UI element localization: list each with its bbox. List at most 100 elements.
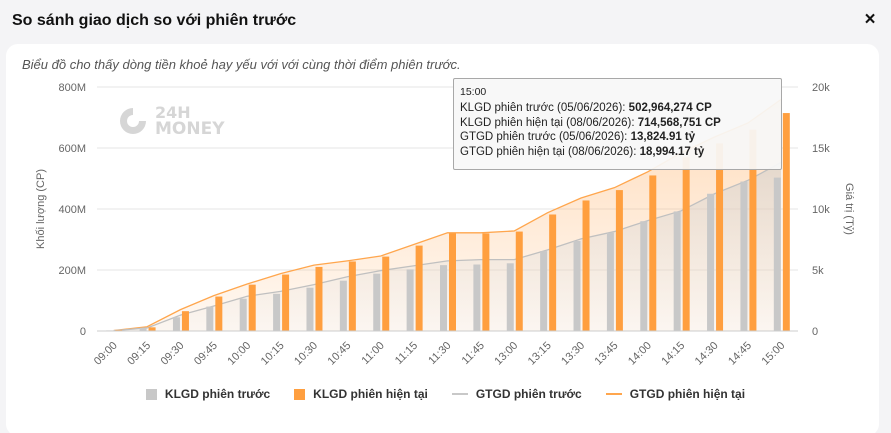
bar-curr-volume — [482, 233, 490, 331]
bar-prev-volume — [673, 211, 681, 331]
bar-prev-volume — [206, 306, 214, 331]
bar-prev-volume — [306, 287, 314, 331]
legend-item-prev-volume[interactable]: KLGD phiên trước — [145, 387, 271, 401]
tooltip-row: KLGD phiên trước (05/06/2026): 502,964,2… — [460, 101, 775, 116]
bar-prev-volume — [139, 327, 147, 331]
x-tick-label: 09:00 — [92, 340, 120, 368]
x-tick-label: 11:15 — [393, 340, 420, 367]
tooltip-value: 502,964,274 CP — [628, 101, 712, 114]
y-right-tick-label: 20k — [812, 82, 830, 94]
x-tick-label: 13:45 — [593, 340, 621, 368]
x-tick-label: 11:00 — [359, 340, 386, 367]
bar-prev-volume — [506, 263, 514, 331]
legend-item-curr-volume[interactable]: KLGD phiên hiện tại — [294, 387, 428, 401]
legend-label: GTGD phiên hiện tại — [629, 387, 746, 401]
bar-prev-volume — [573, 241, 581, 331]
tooltip-row: GTGD phiên trước (05/06/2026): 13,824.91… — [460, 130, 775, 145]
bar-prev-volume — [239, 298, 247, 331]
watermark-logo: 24H MONEY — [117, 104, 225, 138]
tooltip-label: GTGD phiên hiện tại (08/06/2026): — [460, 146, 640, 159]
bar-prev-volume — [640, 221, 648, 331]
bar-prev-volume — [440, 265, 447, 331]
bar-prev-volume — [339, 280, 347, 331]
y-right-tick-label: 10k — [812, 204, 830, 216]
bar-prev-volume — [172, 317, 180, 331]
x-tick-label: 13:00 — [492, 340, 520, 368]
bar-prev-volume — [773, 177, 781, 331]
y-left-tick-label: 600M — [58, 143, 86, 155]
series-prev-value-area-fill — [113, 162, 782, 331]
tooltip-row: KLGD phiên hiện tại (08/06/2026): 714,56… — [460, 116, 775, 131]
legend-label: GTGD phiên trước — [475, 387, 582, 401]
logo-text-top: 24H — [155, 103, 191, 122]
bar-curr-volume — [449, 233, 456, 331]
bar-curr-volume — [382, 256, 390, 331]
y-right-tick-label: 15k — [812, 143, 830, 155]
x-tick-label: 13:30 — [559, 340, 587, 368]
tooltip-time: 15:00 — [460, 86, 487, 98]
tooltip-value: 13,824.91 tỷ — [630, 131, 696, 144]
legend-swatch-prev-volume — [145, 388, 157, 400]
x-tick-label: 10:00 — [225, 340, 253, 368]
bar-prev-volume — [540, 251, 548, 331]
dialog-title: So sánh giao dịch so với phiên trước — [12, 12, 297, 29]
tooltip-row: GTGD phiên hiện tại (08/06/2026): 18,994… — [460, 145, 775, 160]
x-tick-label: 14:00 — [626, 340, 654, 368]
logo-mark-icon — [120, 108, 146, 134]
bar-curr-volume — [716, 143, 724, 331]
bar-prev-volume — [373, 273, 381, 331]
y-left-tick-label: 800M — [58, 82, 86, 94]
tooltip-value: 714,568,751 CP — [637, 116, 721, 129]
tooltip-label: KLGD phiên trước (05/06/2026): — [460, 101, 629, 114]
logo-text-bottom: MONEY — [155, 119, 225, 139]
x-tick-label: 14:45 — [726, 340, 754, 368]
chart-description: Biểu đồ cho thấy dòng tiền khoẻ hay yếu … — [22, 57, 461, 72]
bar-curr-volume — [615, 190, 623, 331]
close-icon[interactable]: × — [864, 9, 876, 30]
tooltip-value: 18,994.17 tỷ — [639, 146, 705, 159]
x-tick-label: 10:45 — [326, 340, 354, 368]
y-right-axis-title: Giá trị (Tỷ) — [843, 183, 855, 235]
bar-curr-volume — [215, 296, 223, 331]
x-tick-label: 09:45 — [192, 340, 220, 368]
bar-curr-volume — [415, 245, 423, 331]
bar-curr-volume — [181, 311, 189, 331]
y-left-tick-label: 200M — [58, 265, 86, 277]
bar-prev-volume — [707, 193, 715, 331]
x-tick-label: 09:30 — [159, 340, 187, 368]
bar-curr-volume — [782, 113, 790, 331]
bar-curr-volume — [549, 214, 557, 331]
bar-curr-volume — [749, 129, 757, 331]
chart-tooltip: 15:00 KLGD phiên trước (05/06/2026): 502… — [453, 78, 782, 170]
y-right-tick-label: 5k — [812, 265, 824, 277]
tooltip-label: KLGD phiên hiện tại (08/06/2026): — [460, 116, 638, 129]
y-left-tick-label: 0 — [80, 326, 86, 338]
bar-prev-volume — [406, 269, 414, 331]
x-tick-label: 11:30 — [426, 340, 453, 367]
x-tick-label: 15:00 — [759, 340, 787, 368]
bar-curr-volume — [148, 327, 156, 331]
chart-legend: KLGD phiên trước KLGD phiên hiện tại GTG… — [0, 387, 891, 401]
x-tick-label: 10:15 — [259, 340, 287, 368]
y-left-tick-label: 400M — [58, 204, 86, 216]
bar-curr-volume — [315, 266, 323, 331]
legend-item-prev-value[interactable]: GTGD phiên trước — [451, 387, 582, 401]
series-prev-value-area-line — [113, 161, 782, 332]
bar-curr-volume — [649, 175, 657, 331]
bar-curr-volume — [682, 157, 690, 331]
bar-curr-volume — [282, 274, 290, 331]
bar-prev-volume — [740, 181, 748, 331]
x-tick-label: 11:45 — [460, 340, 487, 367]
x-tick-label: 09:15 — [125, 340, 153, 368]
x-tick-label: 14:15 — [659, 340, 687, 368]
x-tick-label: 10:30 — [292, 340, 320, 368]
legend-swatch-curr-volume — [294, 388, 306, 400]
legend-item-curr-value[interactable]: GTGD phiên hiện tại — [605, 387, 746, 401]
tooltip-label: GTGD phiên trước (05/06/2026): — [460, 131, 631, 144]
bar-prev-volume — [606, 232, 614, 331]
y-right-tick-label: 0 — [812, 326, 818, 338]
bar-curr-volume — [348, 261, 356, 331]
legend-label: KLGD phiên hiện tại — [313, 387, 428, 401]
legend-label: KLGD phiên trước — [164, 387, 271, 401]
